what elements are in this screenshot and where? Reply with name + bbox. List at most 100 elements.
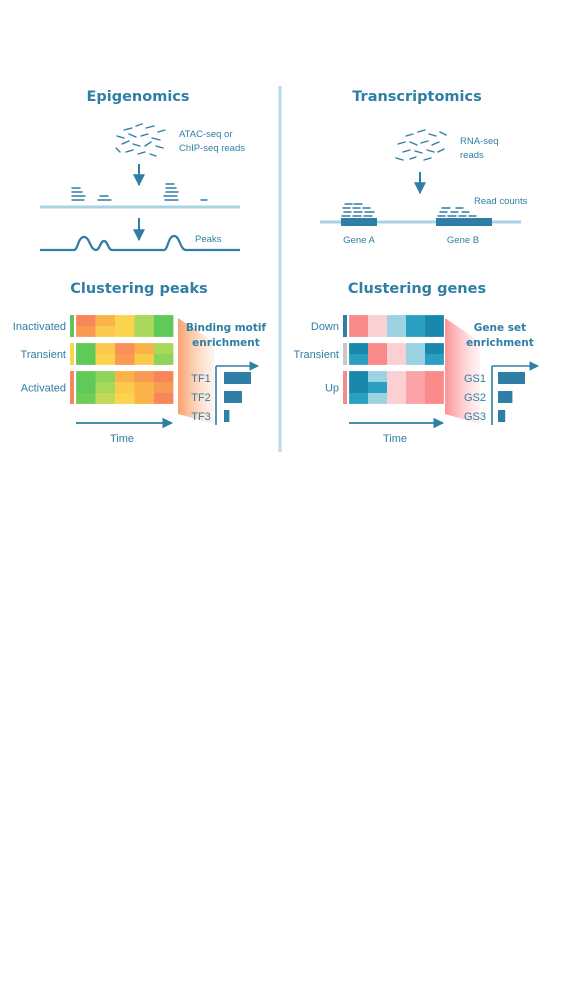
peaks-bar — [224, 372, 251, 384]
peaks-cell — [154, 393, 174, 404]
peaks-cell — [134, 343, 154, 354]
peaks-cluster-bar-1 — [70, 343, 74, 365]
peaks-cluster-outline-0 — [74, 313, 175, 339]
genes-enrichment-bars: GS1 GS2 GS3 — [464, 372, 525, 423]
peaks-cell — [134, 382, 154, 393]
peaks-cell — [115, 343, 135, 354]
peaks-cluster-outline-2 — [74, 369, 175, 406]
peaks-cell — [154, 343, 174, 354]
gene-b-label: Gene B — [447, 235, 479, 246]
peaks-cell — [76, 354, 96, 365]
genes-cell — [406, 371, 425, 382]
peaks-cell — [115, 382, 135, 393]
genes-cell — [387, 343, 406, 354]
peaks-bar — [224, 410, 230, 422]
genes-cell — [349, 326, 368, 337]
peaks-enrichment-title-2: enrichment — [192, 337, 260, 349]
peaks-cell — [76, 343, 96, 354]
genes-cell — [387, 382, 406, 393]
genes-cluster-bar-1 — [343, 343, 347, 365]
genes-bar — [498, 391, 513, 403]
peaks-cluster-bar-2 — [70, 371, 74, 404]
genes-cell — [368, 354, 387, 365]
genes-cell — [387, 354, 406, 365]
gene-b-block — [436, 218, 492, 226]
peaks-cell — [115, 315, 135, 326]
epigenomics-title: Epigenomics — [86, 89, 189, 105]
genes-heatmap — [343, 313, 446, 406]
peaks-cell — [154, 382, 174, 393]
peaks-cell — [134, 393, 154, 404]
peaks-cell — [154, 354, 174, 365]
peaks-cell — [134, 371, 154, 382]
genes-cell — [349, 315, 368, 326]
peaks-cell — [95, 393, 115, 404]
epi-read-pileups — [71, 183, 208, 201]
peaks-cluster-outline-1 — [74, 341, 175, 367]
genes-cell — [368, 382, 387, 393]
genes-cell — [349, 382, 368, 393]
peaks-cell — [76, 382, 96, 393]
genes-cluster-outline-0 — [347, 313, 446, 339]
tx-read-pileups — [341, 203, 477, 217]
genes-cell — [425, 393, 444, 404]
peaks-cluster-name-0: Inactivated — [13, 321, 66, 333]
genes-bar-label: GS1 — [464, 373, 486, 385]
clustering-genes-title: Clustering genes — [348, 281, 486, 297]
genes-cell — [368, 343, 387, 354]
genes-cell — [368, 315, 387, 326]
peaks-label: Peaks — [195, 234, 222, 245]
peaks-cell — [154, 315, 174, 326]
genes-cluster-name-2: Up — [325, 383, 339, 395]
genes-cell — [349, 393, 368, 404]
genes-cluster-name-0: Down — [311, 321, 339, 333]
peaks-enrichment-fan — [178, 318, 214, 424]
genes-cluster-bar-0 — [343, 315, 347, 337]
peaks-cell — [115, 393, 135, 404]
peaks-cell — [76, 371, 96, 382]
peaks-cluster-bar-0 — [70, 315, 74, 337]
rna-reads-cloud — [395, 129, 447, 161]
clustering-peaks-title: Clustering peaks — [70, 281, 207, 297]
genes-cell — [425, 343, 444, 354]
peaks-cell — [115, 371, 135, 382]
peaks-cell — [95, 371, 115, 382]
genes-cell — [387, 315, 406, 326]
genes-bar — [498, 410, 506, 422]
rna-reads-label-2: reads — [460, 150, 484, 161]
genes-time-label: Time — [383, 433, 407, 445]
genes-cell — [425, 326, 444, 337]
genes-cell — [387, 326, 406, 337]
genes-cell — [425, 315, 444, 326]
genes-cluster-outline-2 — [347, 369, 446, 406]
peaks-cell — [76, 393, 96, 404]
peaks-bar — [224, 391, 242, 403]
genes-cell — [406, 315, 425, 326]
genes-enrichment-title-2: enrichment — [466, 337, 534, 349]
genes-cell — [349, 371, 368, 382]
genes-cell — [387, 393, 406, 404]
peaks-bar-label: TF3 — [191, 411, 211, 423]
genes-cell — [425, 371, 444, 382]
peaks-cell — [95, 354, 115, 365]
genes-cell — [406, 382, 425, 393]
peaks-cell — [95, 382, 115, 393]
peaks-cell — [76, 326, 96, 337]
genes-cluster-bar-2 — [343, 371, 347, 404]
genes-cell — [406, 393, 425, 404]
genes-cell — [425, 354, 444, 365]
genes-cluster-names: Down Transient Up — [294, 321, 339, 395]
gene-a-label: Gene A — [343, 235, 375, 246]
peaks-bar-label: TF1 — [191, 373, 211, 385]
genes-bar — [498, 372, 525, 384]
peaks-heatmap — [70, 313, 175, 406]
peaks-cell — [115, 326, 135, 337]
genes-cell — [406, 326, 425, 337]
peaks-cell — [95, 315, 115, 326]
genes-cell — [387, 371, 406, 382]
genes-cluster-outline-1 — [347, 341, 446, 367]
atac-reads-label-2: ChIP-seq reads — [179, 143, 245, 154]
peaks-cluster-name-1: Transient — [21, 349, 66, 361]
read-counts-label: Read counts — [474, 196, 528, 207]
